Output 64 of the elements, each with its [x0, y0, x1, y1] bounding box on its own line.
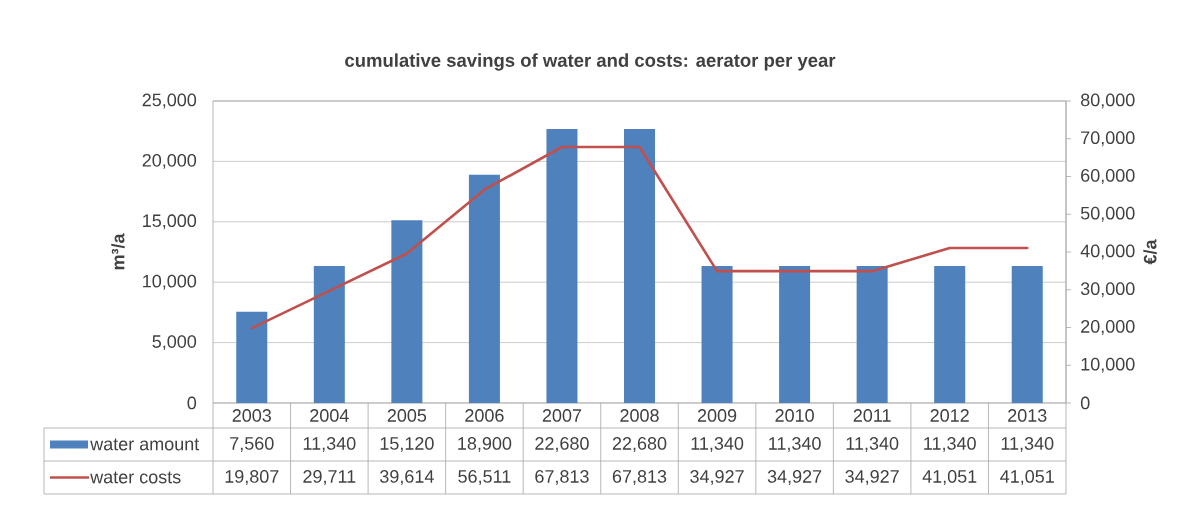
y2-tick-label: 30,000	[1080, 282, 1135, 298]
data-label: 22,680	[535, 437, 589, 452]
x-tick-label: 2007	[542, 409, 582, 422]
data-label: 11,340	[769, 437, 821, 452]
y2-axis-title: €/a	[1143, 239, 1157, 265]
bar	[546, 129, 578, 403]
data-label: 67,813	[612, 470, 667, 485]
data-label: 11,340	[924, 437, 976, 452]
y2-tick-label: 80,000	[1080, 93, 1135, 109]
y2-tick-label: 10,000	[1081, 357, 1135, 373]
data-label: 34,927	[690, 470, 744, 485]
x-tick-label: 2010	[775, 409, 814, 422]
y-tick-label: 25,000	[142, 93, 197, 109]
bar	[468, 174, 500, 403]
data-label: 18,900	[458, 437, 512, 452]
data-label: 41,051	[922, 470, 977, 485]
x-tick-label: 2003	[232, 409, 271, 422]
bar	[624, 129, 656, 403]
data-label: 34,927	[845, 470, 899, 485]
y-tick-label: 0	[187, 396, 197, 410]
bar	[779, 266, 811, 403]
y2-tick-label: 50,000	[1080, 206, 1135, 222]
x-tick-label: 2009	[697, 409, 737, 422]
x-tick-label: 2013	[1008, 409, 1047, 422]
y-tick-label: 15,000	[143, 214, 197, 230]
x-tick-label: 2011	[853, 409, 891, 422]
y2-tick-label: 20,000	[1081, 320, 1135, 335]
data-label: 11,340	[691, 437, 744, 452]
bar	[934, 266, 966, 403]
y-tick-label: 10,000	[143, 274, 197, 290]
data-label: 15,120	[380, 437, 434, 452]
data-label: 11,340	[846, 437, 899, 452]
y2-tick-label: 40,000	[1080, 244, 1135, 260]
data-label: 29,711	[303, 470, 356, 485]
data-label: 22,680	[612, 437, 667, 452]
data-label: 34,927	[767, 470, 822, 485]
data-label: 67,813	[535, 470, 589, 485]
data-label: 41,051	[1000, 470, 1054, 485]
x-tick-label: 2012	[930, 409, 969, 422]
bar	[236, 311, 268, 403]
x-tick-label: 2005	[387, 409, 427, 422]
data-label: 11,340	[1001, 437, 1054, 452]
x-tick-label: 2008	[620, 409, 659, 422]
data-label: 39,614	[380, 470, 434, 485]
y-tick-label: 20,000	[142, 153, 197, 169]
legend-label: water amount	[90, 438, 200, 451]
chart-title: cumulative savings of water and costs: aerator per year	[345, 53, 836, 71]
data-label: 7,560	[230, 437, 274, 452]
y2-tick-label: 60,000	[1081, 169, 1135, 184]
data-label: 19,807	[225, 470, 279, 485]
bar	[391, 220, 423, 403]
y-tick-label: 5,000	[152, 335, 197, 351]
x-tick-label: 2004	[310, 409, 349, 422]
bar	[313, 266, 345, 403]
y-axis-title: m³/a	[111, 233, 125, 270]
bar	[856, 266, 888, 403]
y2-tick-label: 0	[1080, 396, 1090, 410]
legend-label: water costs	[90, 471, 181, 484]
x-tick-label: 2006	[465, 409, 504, 422]
y2-tick-label: 70,000	[1081, 131, 1135, 147]
data-label: 56,511	[458, 470, 511, 485]
bar	[1011, 266, 1043, 403]
bar	[701, 266, 733, 403]
data-label: 11,340	[303, 437, 356, 452]
